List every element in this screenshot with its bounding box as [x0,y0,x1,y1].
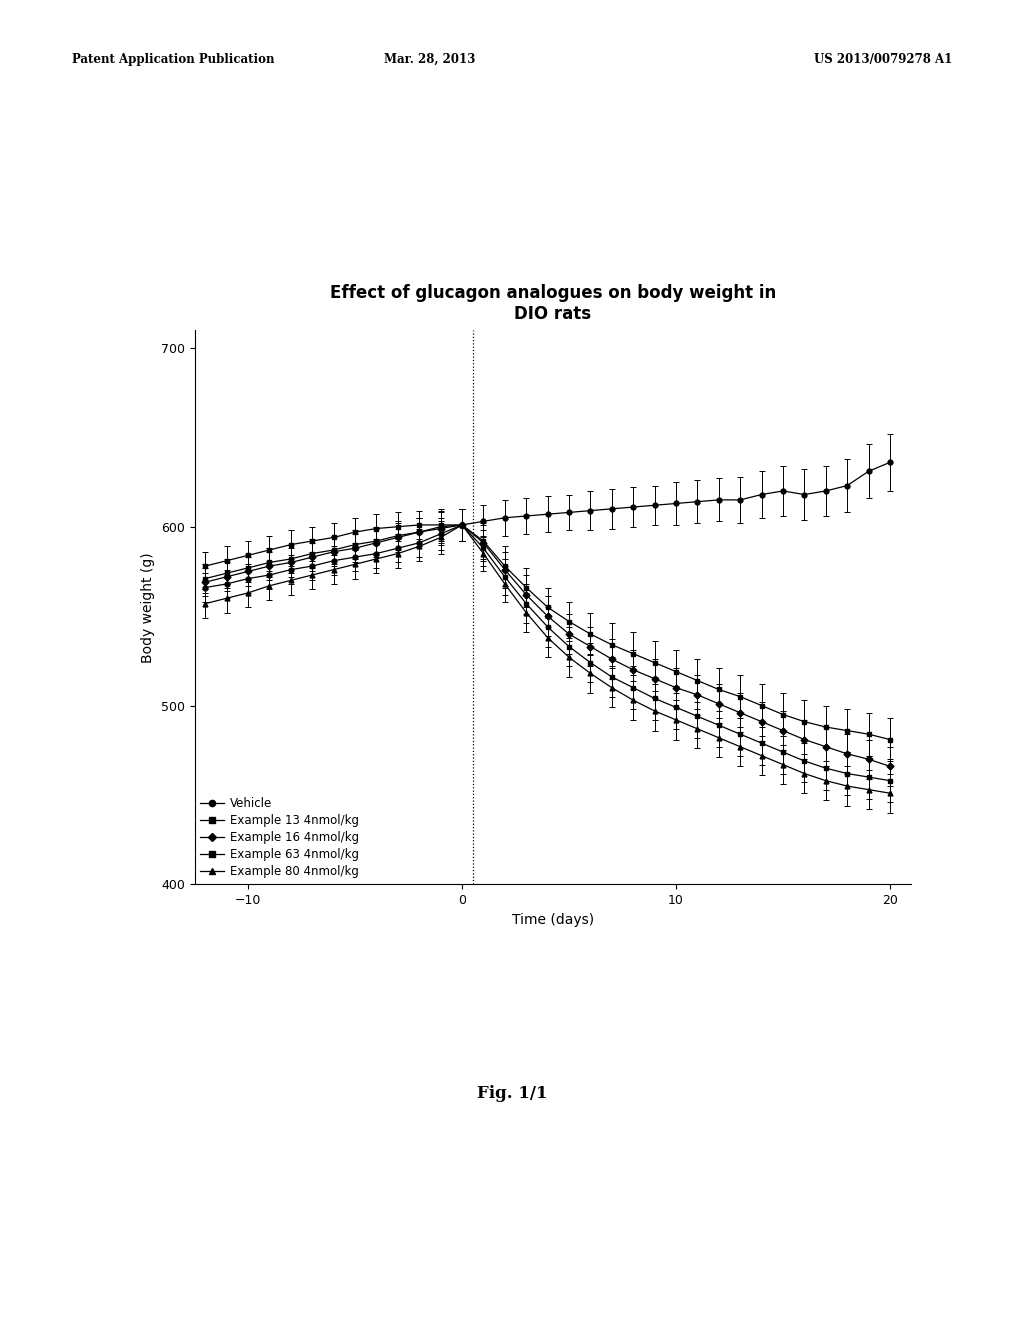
Title: Effect of glucagon analogues on body weight in
DIO rats: Effect of glucagon analogues on body wei… [330,284,776,323]
Text: Mar. 28, 2013: Mar. 28, 2013 [384,53,476,66]
X-axis label: Time (days): Time (days) [512,912,594,927]
Y-axis label: Body weight (g): Body weight (g) [141,552,156,663]
Text: Fig. 1/1: Fig. 1/1 [477,1085,547,1102]
Text: Patent Application Publication: Patent Application Publication [72,53,274,66]
Legend: Vehicle, Example 13 4nmol/kg, Example 16 4nmol/kg, Example 63 4nmol/kg, Example : Vehicle, Example 13 4nmol/kg, Example 16… [201,797,359,879]
Text: US 2013/0079278 A1: US 2013/0079278 A1 [814,53,952,66]
